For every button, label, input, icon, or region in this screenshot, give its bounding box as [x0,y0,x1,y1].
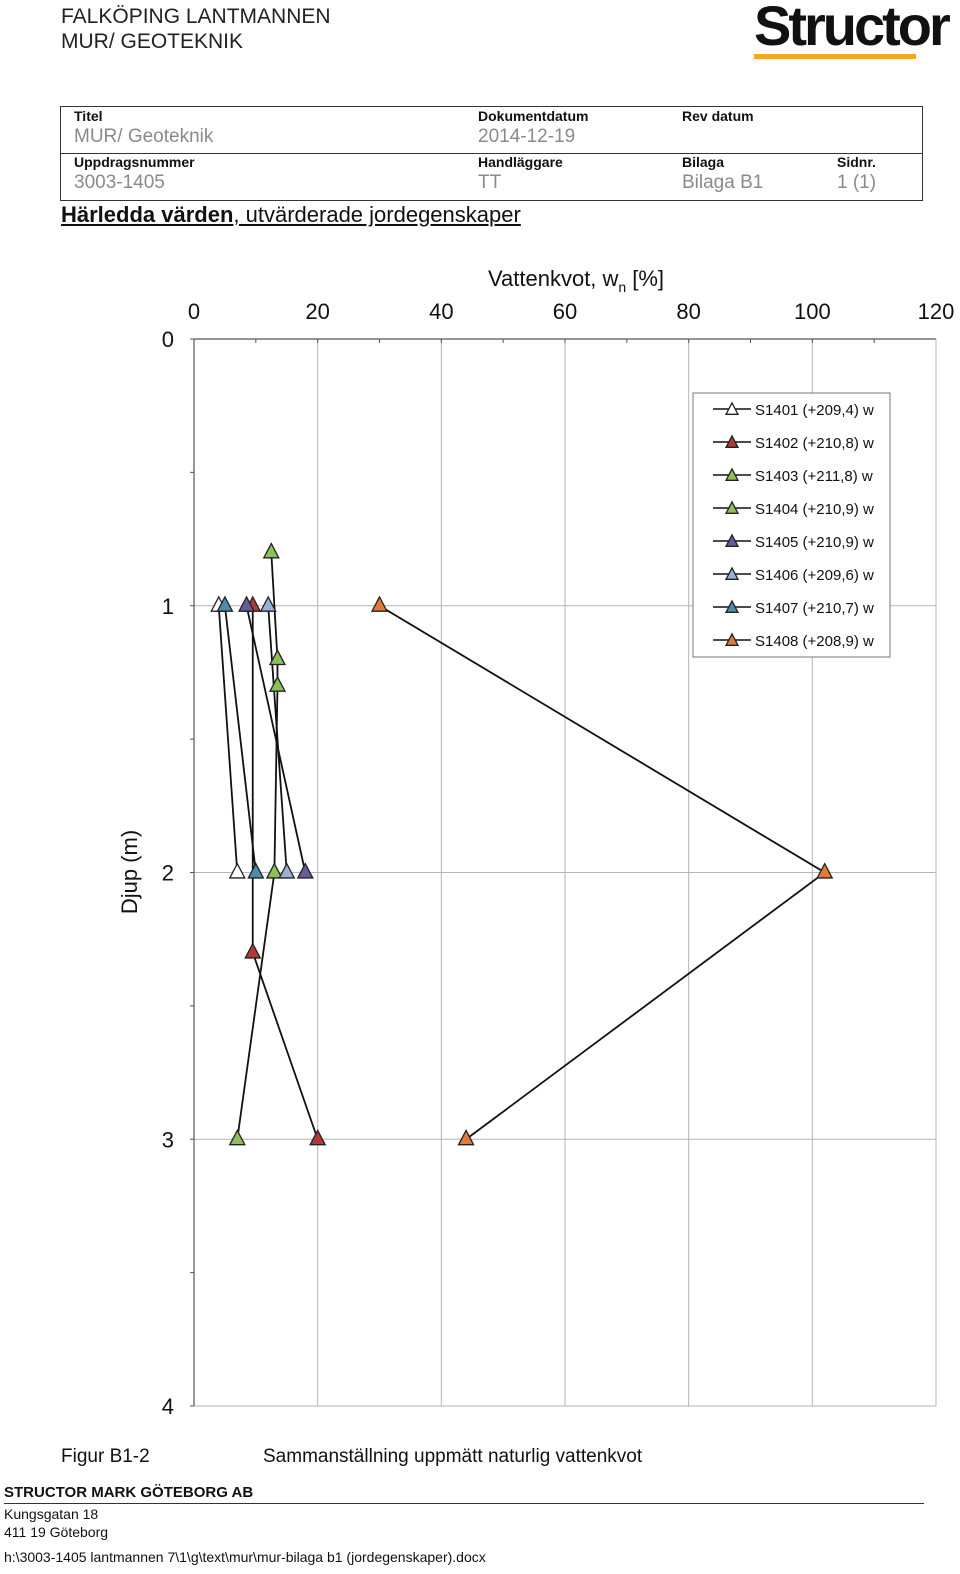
footer-address1: Kungsgatan 18 [4,1506,99,1522]
x-tick-label: 100 [794,299,831,324]
meta-table: Titel Dokumentdatum Rev datum MUR/ Geote… [60,106,922,198]
x-tick-label: 40 [429,299,453,324]
data-point-marker [268,648,287,666]
data-point-marker [244,942,262,959]
legend-label: S1408 (+208,9) w [755,633,874,650]
structor-logo: Structor [752,0,951,62]
data-point-marker [724,533,740,547]
data-point-marker [724,500,740,514]
legend-label: S1404 (+210,9) w [755,501,874,518]
handlaggare-label: Handläggare [478,154,563,170]
data-point-marker [247,862,265,879]
chart-title-main: Vattenkvot, w [488,266,619,291]
chart-series [210,542,834,1146]
legend-label: S1406 (+209,6) w [755,567,874,584]
x-tick-label: 80 [676,299,700,324]
series-line [267,605,288,873]
y-tick-label: 1 [162,594,174,619]
series-line [217,605,239,873]
legend-label: S1401 (+209,4) w [755,402,874,419]
legend-box [692,392,891,658]
dokumentdatum-value: 2014-12-19 [478,126,576,147]
x-tick-label: 60 [553,299,577,324]
data-point-marker [724,632,740,646]
heading-bold: Härledda värden [61,202,234,227]
data-point-marker [724,566,740,580]
footer-path: h:\3003-1405 lantmannen 7\1\g\text\mur\m… [4,1549,486,1565]
y-tick-label: 3 [162,1127,174,1152]
titel-label: Titel [74,108,103,124]
chart-legend: S1401 (+209,4) w S1402 (+210,8) w S1403 (+… [692,392,891,658]
sidnr-value: 1 (1) [837,172,877,193]
data-point-marker [309,1129,327,1146]
data-point-marker [262,542,280,559]
page-heading: Härledda värden, utvärderade jordegenska… [61,202,521,228]
data-point-marker [259,595,277,612]
bilaga-value: Bilaga B1 [682,172,764,193]
uppdragsnummer-value: 3003-1405 [74,172,165,193]
heading-rest: , utvärderade jordegenskaper [233,202,521,227]
chart-ylabel: Djup (m) [117,830,142,914]
data-point-marker [724,599,740,613]
data-point-marker [228,862,246,879]
figure-caption: Sammanställning uppmätt naturlig vattenk… [263,1446,643,1467]
data-point-marker [724,467,740,481]
titel-value: MUR/ Geoteknik [74,126,214,147]
handlaggare-value: TT [478,172,502,193]
series-line [245,605,307,873]
footer-company: STRUCTOR MARK GÖTEBORG AB [4,1484,254,1501]
data-point-marker [724,401,740,415]
dokumentdatum-label: Dokumentdatum [478,108,589,124]
chart-title-sub: n [618,279,626,295]
uppdragsnummer-label: Uppdragsnummer [74,154,195,170]
data-point-marker [216,595,234,612]
footer-rule [4,1503,924,1504]
data-point-marker [237,595,256,612]
figure-label: Figur B1-2 [61,1446,150,1467]
chart-title-unit: [%] [632,266,664,291]
y-tick-label: 2 [162,861,174,886]
footer-address2: 411 19 Göteborg [4,1524,109,1540]
data-point-marker [278,862,296,879]
data-point-marker [265,862,283,879]
legend-label: S1402 (+210,8) w [755,435,874,452]
data-point-marker [724,434,740,448]
data-point-marker [296,862,314,879]
meta-divider [60,153,922,154]
chart-axes: 0 20 40 60 80 100 120 0 1 2 3 4 [162,299,955,1419]
data-point-marker [370,595,389,612]
legend-label: S1403 (+211,8) w [755,468,873,485]
legend-label: S1405 (+210,9) w [755,534,874,551]
y-tick-label: 0 [162,327,174,352]
chart-title: Vattenkvot, wn [%] [488,266,664,295]
logo-text: Structor [754,0,951,57]
logo-bar [754,54,916,59]
series-line [224,605,257,873]
legend-label: S1407 (+210,7) w [755,600,874,617]
sidnr-label: Sidnr. [837,154,876,170]
header-client: FALKÖPING LANTMANNEN [61,5,331,28]
x-tick-label: 0 [188,299,200,324]
data-point-marker [816,862,834,879]
x-tick-label: 20 [305,299,329,324]
header-project: MUR/ GEOTEKNIK [61,30,244,53]
data-point-marker [268,675,287,692]
y-tick-label: 4 [162,1394,174,1419]
revdatum-label: Rev datum [682,108,754,124]
bilaga-label: Bilaga [682,154,725,170]
data-point-marker [228,1129,246,1146]
data-point-marker [457,1129,475,1146]
x-tick-label: 120 [918,299,955,324]
